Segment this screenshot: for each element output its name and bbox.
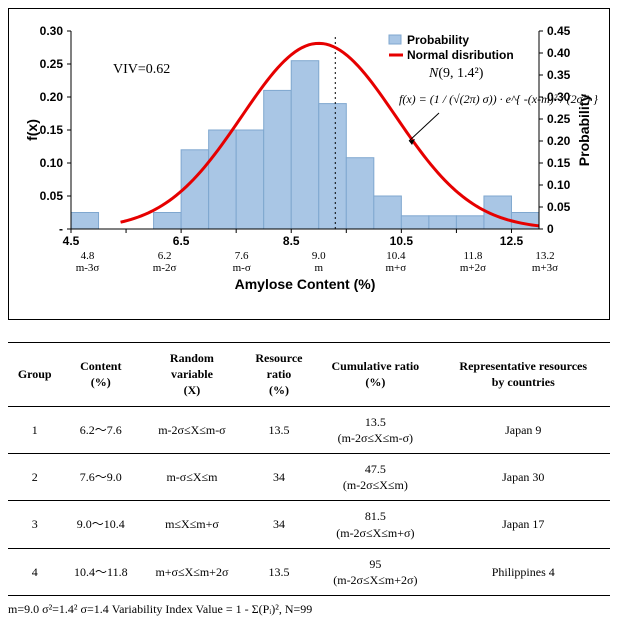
legend-swatch-bar — [389, 35, 401, 44]
yr-tick: 0.40 — [547, 46, 571, 60]
cell: Philippines 4 — [437, 548, 611, 595]
cell: 7.6～9.0 — [61, 453, 140, 500]
bar — [71, 213, 99, 230]
sigma-expr: m+3σ — [532, 262, 558, 274]
col-header: Cumulative ratio(%) — [314, 343, 436, 407]
chart-svg: -0.050.100.150.200.250.3000.050.100.150.… — [19, 19, 599, 299]
table-header-row: GroupContent(%)Randomvariable(X)Resource… — [8, 343, 610, 407]
table-row: 410.4～11.8m+σ≤X≤m+2σ13.595(m-2σ≤X≤m+2σ)P… — [8, 548, 610, 595]
legend-label: Normal disribution — [407, 48, 514, 62]
x-tick: 10.5 — [390, 234, 414, 248]
footer-note: m=9.0 σ²=1.4² σ=1.4 Variability Index Va… — [8, 602, 610, 617]
sigma-expr: m — [314, 262, 323, 274]
table-row: 27.6～9.0m-σ≤X≤m3447.5(m-2σ≤X≤m)Japan 30 — [8, 453, 610, 500]
sigma-expr: m-3σ — [76, 262, 100, 274]
cell: 2 — [8, 453, 61, 500]
yl-tick: 0.30 — [40, 24, 64, 38]
cell: 34 — [244, 501, 314, 548]
yr-tick: 0.10 — [547, 178, 571, 192]
cell: 3 — [8, 501, 61, 548]
table-body: 16.2～7.6m-2σ≤X≤m-σ13.513.5(m-2σ≤X≤m-σ)Ja… — [8, 406, 610, 596]
cell: 13.5(m-2σ≤X≤m-σ) — [314, 406, 436, 453]
sigma-value: 10.4 — [386, 250, 406, 262]
sigma-value: 7.6 — [235, 250, 249, 262]
yr-tick: 0.35 — [547, 68, 571, 82]
cell: 9.0～10.4 — [61, 501, 140, 548]
x-title: Amylose Content (%) — [235, 276, 376, 292]
yr-tick: 0.25 — [547, 112, 571, 126]
sigma-value: 11.8 — [464, 250, 483, 262]
col-header: Randomvariable(X) — [140, 343, 244, 407]
yr-tick: 0 — [547, 222, 554, 236]
dist-label: N(9, 1.4²) — [428, 66, 484, 81]
bar — [346, 158, 374, 229]
cell: m-2σ≤X≤m-σ — [140, 406, 244, 453]
bar — [319, 104, 347, 229]
sigma-expr: m+2σ — [460, 262, 486, 274]
sigma-expr: m+σ — [385, 262, 406, 274]
y-left-title: f(x) — [24, 119, 40, 141]
col-header: Group — [8, 343, 61, 407]
x-tick: 4.5 — [63, 234, 80, 248]
cell: Japan 30 — [437, 453, 611, 500]
x-tick: 12.5 — [500, 234, 524, 248]
bar — [236, 130, 264, 229]
bar — [429, 216, 457, 229]
bar — [456, 216, 484, 229]
cell: 4 — [8, 548, 61, 595]
col-header: Resourceratio(%) — [244, 343, 314, 407]
cell: 1 — [8, 406, 61, 453]
cell: 81.5(m-2σ≤X≤m+σ) — [314, 501, 436, 548]
yl-tick: 0.20 — [40, 90, 64, 104]
cell: 13.5 — [244, 548, 314, 595]
col-header: Content(%) — [61, 343, 140, 407]
cell: 10.4～11.8 — [61, 548, 140, 595]
sigma-expr: m-σ — [233, 262, 251, 274]
table-row: 39.0～10.4m≤X≤m+σ3481.5(m-2σ≤X≤m+σ)Japan … — [8, 501, 610, 548]
sigma-value: 4.8 — [81, 250, 95, 262]
chart-canvas: -0.050.100.150.200.250.3000.050.100.150.… — [19, 19, 599, 299]
legend-label: Probability — [407, 33, 469, 47]
cell: Japan 9 — [437, 406, 611, 453]
formula-arrow — [409, 113, 439, 141]
sigma-value: 13.2 — [535, 250, 554, 262]
cell: 47.5(m-2σ≤X≤m) — [314, 453, 436, 500]
yl-tick: 0.25 — [40, 57, 64, 71]
yr-tick: 0.15 — [547, 156, 571, 170]
table-row: 16.2～7.6m-2σ≤X≤m-σ13.513.5(m-2σ≤X≤m-σ)Ja… — [8, 406, 610, 453]
x-tick: 6.5 — [173, 234, 190, 248]
bar — [374, 196, 402, 229]
bar — [291, 61, 319, 229]
data-table: GroupContent(%)Randomvariable(X)Resource… — [8, 342, 610, 596]
cell: 13.5 — [244, 406, 314, 453]
x-tick: 8.5 — [283, 234, 300, 248]
chart-panel: -0.050.100.150.200.250.3000.050.100.150.… — [8, 8, 610, 320]
sigma-expr: m-2σ — [153, 262, 177, 274]
col-header: Representative resourcesby countries — [437, 343, 611, 407]
cell: m+σ≤X≤m+2σ — [140, 548, 244, 595]
yl-tick: 0.10 — [40, 156, 64, 170]
yl-tick: 0.15 — [40, 123, 64, 137]
cell: Japan 17 — [437, 501, 611, 548]
cell: 6.2～7.6 — [61, 406, 140, 453]
bar — [401, 216, 429, 229]
cell: m-σ≤X≤m — [140, 453, 244, 500]
sigma-value: 9.0 — [312, 250, 326, 262]
viv-label: VIV=0.62 — [113, 62, 170, 77]
yl-tick: 0.05 — [40, 189, 64, 203]
bar — [154, 213, 182, 230]
yr-tick: 0.05 — [547, 200, 571, 214]
bar — [264, 90, 292, 229]
cell: m≤X≤m+σ — [140, 501, 244, 548]
cell: 95(m-2σ≤X≤m+2σ) — [314, 548, 436, 595]
yr-tick: 0.45 — [547, 24, 571, 38]
yr-tick: 0.20 — [547, 134, 571, 148]
sigma-value: 6.2 — [158, 250, 172, 262]
pdf-formula: f(x) = (1 / (√(2π) σ)) · e^{ -(x-m)² / (… — [399, 92, 598, 106]
cell: 34 — [244, 453, 314, 500]
